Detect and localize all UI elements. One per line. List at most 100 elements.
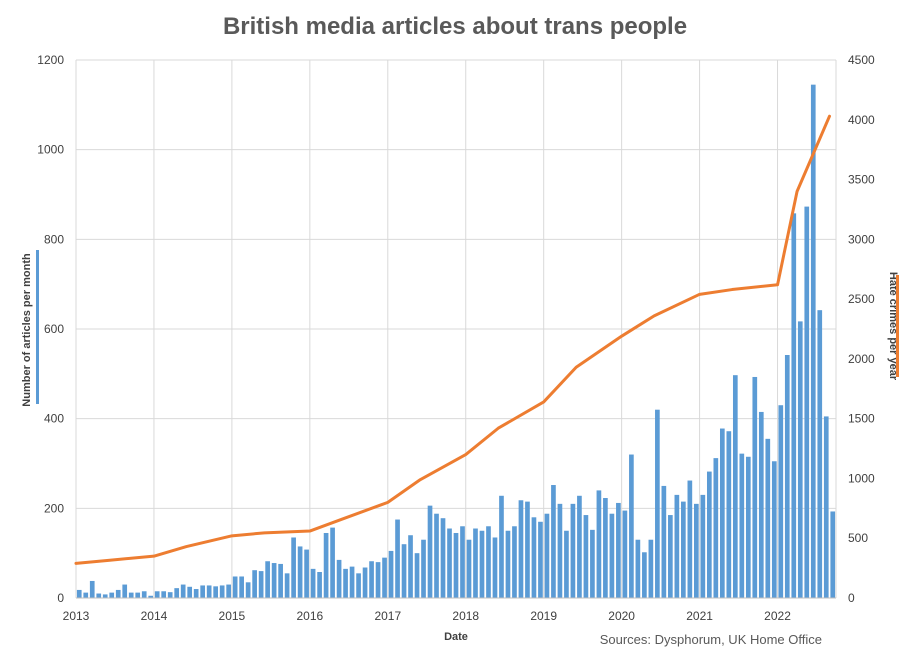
- article-bar: [174, 588, 180, 598]
- article-bar: [538, 521, 543, 598]
- article-bar: [726, 431, 732, 598]
- article-bar: [122, 584, 128, 598]
- article-bar: [310, 568, 316, 598]
- article-bar: [343, 568, 348, 598]
- article-bar: [512, 526, 517, 598]
- article-bar: [525, 501, 530, 598]
- article-bar: [369, 561, 374, 598]
- source-note: Sources: Dysphorum, UK Home Office: [600, 632, 822, 647]
- y2-axis-legend-marker: [896, 275, 899, 377]
- article-bar: [304, 549, 309, 598]
- y-axis-label: Number of articles per month: [21, 253, 33, 407]
- article-bar: [135, 592, 141, 598]
- article-bar: [499, 495, 504, 598]
- x-tick-label: 2014: [141, 609, 168, 623]
- article-bar: [349, 566, 355, 598]
- article-bar: [323, 532, 329, 598]
- article-bar: [577, 495, 582, 598]
- article-bar: [226, 584, 231, 598]
- article-bar: [817, 310, 823, 598]
- article-bar: [200, 585, 206, 598]
- article-bar: [219, 585, 225, 598]
- article-bar: [674, 494, 680, 598]
- article-bar: [427, 505, 433, 598]
- article-bar: [161, 591, 167, 598]
- article-bar: [96, 593, 102, 598]
- article-bar: [823, 416, 829, 598]
- y2-tick-label: 3000: [848, 232, 875, 246]
- article-bar: [492, 537, 498, 598]
- article-bar: [291, 537, 296, 598]
- y2-tick-label: 500: [848, 531, 868, 545]
- article-bar: [102, 594, 108, 598]
- hate-crimes-line: [74, 114, 831, 565]
- article-bar: [551, 485, 556, 598]
- article-bar: [804, 206, 810, 598]
- article-bar: [603, 498, 608, 598]
- article-bar: [758, 411, 764, 598]
- article-bar: [252, 570, 257, 598]
- x-tick-label: 2022: [764, 609, 791, 623]
- article-bar: [109, 592, 115, 598]
- x-tick-label: 2016: [296, 609, 323, 623]
- article-bar: [564, 530, 569, 598]
- y-tick-label: 1000: [37, 143, 64, 157]
- article-bar: [453, 532, 459, 598]
- y2-tick-label: 1500: [848, 412, 875, 426]
- article-bar: [154, 591, 160, 598]
- article-bar: [232, 576, 238, 598]
- article-bar: [635, 539, 641, 598]
- article-bar: [583, 515, 589, 598]
- article-bar: [778, 405, 784, 598]
- article-bar: [655, 409, 660, 598]
- y2-tick-label: 3500: [848, 173, 875, 187]
- article-bar: [505, 530, 511, 598]
- y2-tick-label: 1000: [848, 471, 875, 485]
- article-bar: [706, 471, 712, 598]
- article-bar: [668, 515, 673, 598]
- article-bar: [694, 503, 699, 598]
- y2-tick-label: 2500: [848, 292, 875, 306]
- article-bar: [557, 503, 563, 598]
- article-bar: [765, 438, 771, 598]
- article-bar: [382, 557, 387, 598]
- article-bar: [239, 576, 244, 598]
- x-tick-label: 2013: [63, 609, 90, 623]
- article-bar: [388, 550, 394, 598]
- article-bar: [739, 453, 745, 598]
- article-bar: [648, 539, 654, 598]
- article-bar: [447, 528, 452, 598]
- article-bar: [486, 526, 491, 598]
- chart-title: British media articles about trans peopl…: [223, 13, 687, 40]
- x-tick-label: 2020: [608, 609, 635, 623]
- article-bar: [141, 591, 147, 598]
- x-tick-label: 2015: [219, 609, 246, 623]
- y2-tick-label: 2000: [848, 352, 875, 366]
- article-bar: [330, 527, 335, 598]
- article-bar: [622, 510, 628, 598]
- article-bar: [687, 480, 693, 598]
- article-bar: [317, 572, 322, 598]
- article-bar: [745, 456, 751, 598]
- article-bar: [616, 502, 621, 598]
- article-bar: [76, 589, 82, 598]
- article-bar: [375, 562, 381, 598]
- article-bar: [213, 586, 218, 598]
- article-bar: [434, 513, 439, 598]
- article-bar: [180, 584, 186, 598]
- article-bar: [732, 375, 738, 598]
- article-bar: [771, 461, 777, 598]
- article-bar: [629, 454, 634, 598]
- y-axis-legend-marker: [36, 250, 39, 404]
- article-bar: [544, 513, 550, 598]
- article-bar: [362, 567, 368, 598]
- y-tick-label: 800: [44, 232, 64, 246]
- article-bar: [414, 553, 420, 598]
- article-bar: [128, 592, 134, 598]
- article-bar: [700, 494, 706, 598]
- article-bar: [284, 573, 290, 598]
- article-bar: [245, 582, 251, 598]
- article-bar: [570, 503, 576, 598]
